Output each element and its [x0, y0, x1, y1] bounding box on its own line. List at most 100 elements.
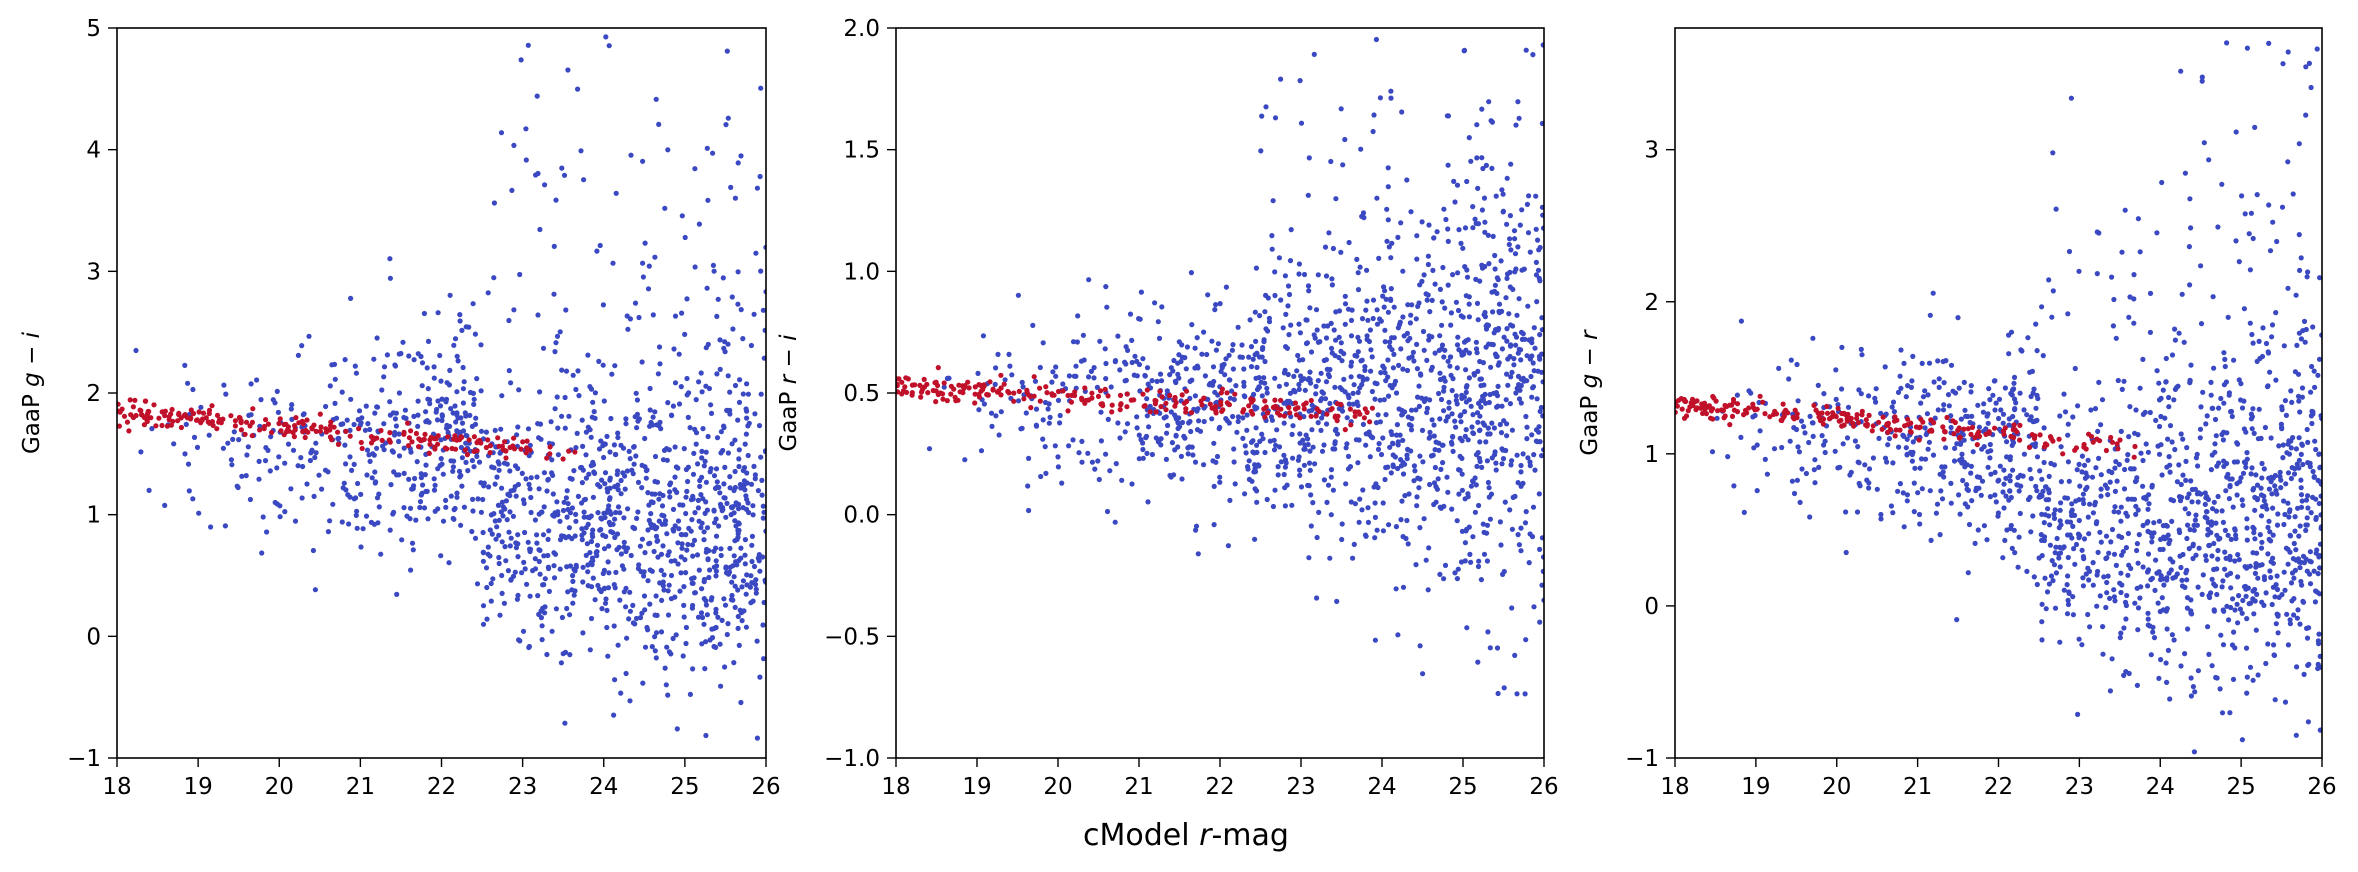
point-blue	[519, 470, 525, 476]
point-blue	[2113, 459, 2119, 465]
point-blue	[1987, 455, 1993, 461]
point-blue	[1348, 499, 1354, 505]
point-red	[1188, 410, 1195, 416]
point-blue	[1060, 381, 1066, 387]
point-blue	[367, 426, 373, 433]
point-blue	[683, 494, 689, 500]
point-blue	[2151, 635, 2158, 641]
point-blue	[723, 565, 729, 571]
point-blue	[336, 435, 342, 441]
point-blue	[1895, 389, 1902, 395]
point-blue	[2133, 503, 2139, 509]
point-red	[290, 429, 296, 436]
point-blue	[1536, 247, 1542, 253]
point-blue	[1365, 505, 1371, 511]
point-blue	[1807, 514, 1813, 520]
point-blue	[260, 514, 266, 520]
point-blue	[1897, 481, 1903, 487]
point-blue	[1229, 347, 1235, 353]
point-blue	[1972, 540, 1978, 547]
point-blue	[752, 411, 758, 417]
scatter-points	[117, 34, 766, 741]
point-blue	[2174, 479, 2180, 485]
x-tick-label: 19	[183, 774, 212, 800]
point-red	[941, 380, 947, 386]
point-blue	[2310, 411, 2316, 417]
point-blue	[1388, 95, 1394, 101]
point-blue	[602, 470, 609, 476]
point-blue	[1968, 383, 1974, 389]
point-red	[1263, 404, 1269, 410]
point-blue	[2167, 537, 2173, 543]
point-red	[1281, 413, 1287, 419]
point-blue	[1951, 458, 1958, 464]
point-blue	[1432, 350, 1438, 356]
point-blue	[2221, 608, 2227, 614]
point-blue	[2317, 591, 2322, 597]
point-blue	[1377, 397, 1383, 403]
point-blue	[1398, 457, 1404, 463]
point-blue	[718, 546, 724, 552]
point-blue	[470, 508, 476, 514]
point-blue	[2123, 545, 2129, 551]
point-blue	[1448, 354, 1454, 360]
point-blue	[725, 373, 731, 379]
point-blue	[545, 564, 552, 570]
point-blue	[1968, 463, 1974, 469]
point-blue	[696, 221, 703, 227]
point-blue	[1536, 491, 1542, 497]
point-blue	[182, 451, 188, 457]
point-blue	[1248, 439, 1255, 445]
point-blue	[1427, 429, 1433, 435]
point-blue	[600, 570, 606, 577]
point-blue	[534, 532, 540, 538]
point-blue	[1178, 453, 1184, 459]
point-blue	[2140, 411, 2146, 417]
point-blue	[1539, 315, 1544, 321]
point-blue	[2212, 583, 2219, 589]
point-blue	[1310, 500, 1316, 506]
point-red	[458, 434, 464, 440]
point-blue	[1464, 274, 1471, 280]
point-blue	[2270, 584, 2276, 590]
point-blue	[2050, 288, 2056, 294]
point-blue	[2213, 433, 2219, 439]
point-blue	[1472, 509, 1478, 515]
point-blue	[2265, 383, 2271, 389]
point-blue	[564, 514, 570, 520]
point-red	[238, 418, 244, 424]
point-blue	[2094, 603, 2100, 609]
point-blue	[1481, 529, 1487, 536]
point-blue	[1979, 478, 1986, 484]
point-blue	[1520, 451, 1526, 457]
point-blue	[1911, 509, 1917, 515]
point-blue	[1196, 418, 1202, 424]
point-blue	[276, 454, 282, 460]
point-blue	[1482, 314, 1488, 320]
point-red	[935, 365, 941, 371]
point-blue	[1384, 206, 1390, 212]
point-blue	[2318, 481, 2322, 487]
point-blue	[1339, 358, 1345, 364]
y-tick-label: 4	[86, 138, 101, 164]
point-blue	[1531, 452, 1537, 458]
point-blue	[1483, 326, 1490, 332]
point-blue	[1414, 233, 1420, 239]
point-blue	[592, 390, 599, 396]
point-blue	[667, 489, 673, 495]
point-blue	[743, 506, 750, 512]
point-blue	[580, 630, 586, 636]
point-blue	[2159, 179, 2165, 186]
point-red	[432, 446, 438, 452]
point-blue	[594, 542, 601, 548]
point-blue	[2180, 436, 2186, 442]
point-blue	[1239, 354, 1245, 360]
point-blue	[1267, 438, 1273, 444]
point-red	[952, 394, 958, 400]
point-blue	[1225, 543, 1231, 549]
point-blue	[2225, 532, 2231, 538]
point-blue	[354, 508, 360, 514]
point-blue	[2221, 463, 2227, 469]
point-blue	[1523, 47, 1529, 53]
point-blue	[1305, 283, 1312, 289]
